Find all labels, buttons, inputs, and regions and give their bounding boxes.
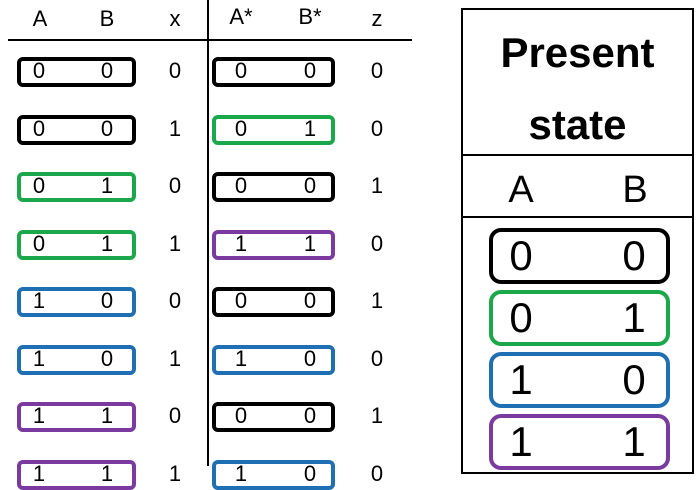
cell-a: 1 (32, 403, 46, 428)
cell-a-next: 1 (234, 461, 248, 486)
next-state-pill (212, 402, 335, 432)
next-state-pill (212, 57, 335, 87)
present-state-row-pill (489, 352, 670, 408)
cell-x: 1 (168, 346, 182, 371)
cell-b: 0 (100, 346, 114, 371)
cell-a: 0 (32, 116, 46, 141)
present-state-pill (17, 402, 136, 432)
cell-a-next: 1 (234, 346, 248, 371)
header-b: B (99, 6, 115, 31)
cell-a: 0 (32, 173, 46, 198)
next-state-pill (212, 287, 335, 317)
cell-b: 0 (100, 116, 114, 141)
cell-b-next: 1 (303, 116, 317, 141)
present-state-pill (17, 230, 136, 260)
present-state-row-pill (489, 414, 670, 470)
cell-b: 0 (100, 288, 114, 313)
present-state-a: 0 (509, 232, 533, 279)
present-state-pill (17, 345, 136, 375)
cell-x: 0 (168, 288, 182, 313)
cell-x: 0 (168, 403, 182, 428)
cell-b: 1 (100, 461, 114, 486)
cell-a-next: 0 (234, 58, 248, 83)
header-rule (8, 39, 412, 41)
present-state-pill (17, 115, 136, 145)
cell-b-next: 1 (303, 231, 317, 256)
present-state-a: 0 (509, 294, 533, 341)
cell-b-next: 0 (303, 288, 317, 313)
cell-b: 1 (100, 403, 114, 428)
title-line-2: state (528, 101, 627, 148)
cell-z: 0 (370, 346, 384, 371)
present-state-pill (17, 287, 136, 317)
column-divider (207, 0, 209, 466)
cell-z: 1 (370, 173, 384, 198)
present-state-table: Present state A B 0 0 0 1 1 0 1 1 (461, 8, 694, 474)
header-z: z (371, 6, 383, 31)
cell-b: 0 (100, 58, 114, 83)
present-state-a: 1 (509, 356, 533, 403)
cell-z: 0 (370, 461, 384, 486)
present-state-pill (17, 57, 136, 87)
cell-z: 0 (370, 231, 384, 256)
cell-x: 1 (168, 231, 182, 256)
present-state-a: 1 (509, 418, 533, 465)
present-state-b: 1 (622, 294, 646, 341)
cell-a-next: 1 (234, 231, 248, 256)
cell-x: 1 (168, 461, 182, 486)
cell-a-next: 0 (234, 288, 248, 313)
present-state-b: 0 (622, 232, 646, 279)
cell-a-next: 0 (234, 116, 248, 141)
cell-x: 0 (168, 173, 182, 198)
present-state-b: 1 (622, 418, 646, 465)
next-state-pill (212, 115, 335, 145)
present-state-pill (17, 172, 136, 202)
next-state-pill (212, 345, 335, 375)
next-state-pill (212, 230, 335, 260)
header-a: A (32, 6, 48, 31)
cell-z: 0 (370, 58, 384, 83)
present-state-b: 0 (622, 356, 646, 403)
cell-z: 1 (370, 403, 384, 428)
cell-b-next: 0 (303, 346, 317, 371)
cell-x: 0 (168, 58, 182, 83)
cell-a: 0 (32, 231, 46, 256)
header-b-next: B* (298, 4, 322, 29)
cell-b-next: 0 (303, 461, 317, 486)
cell-a: 0 (32, 58, 46, 83)
header-a-next: A* (229, 4, 253, 29)
header-rule-right (463, 216, 692, 218)
cell-x: 1 (168, 116, 182, 141)
cell-b-next: 0 (303, 173, 317, 198)
cell-a: 1 (32, 288, 46, 313)
next-state-pill (212, 172, 335, 202)
present-state-row-pill (489, 290, 670, 346)
title-line-1: Present (500, 29, 655, 76)
cell-b-next: 0 (303, 403, 317, 428)
cell-b: 1 (100, 231, 114, 256)
cell-a: 1 (32, 461, 46, 486)
cell-a-next: 0 (234, 173, 248, 198)
cell-a: 1 (32, 346, 46, 371)
present-header-a: A (508, 169, 534, 211)
header-x: x (169, 6, 181, 31)
cell-z: 1 (370, 288, 384, 313)
present-state-row-pill (489, 228, 670, 284)
title-rule (463, 154, 692, 156)
cell-b-next: 0 (303, 58, 317, 83)
cell-b: 1 (100, 173, 114, 198)
cell-z: 0 (370, 116, 384, 141)
present-header-b: B (622, 169, 648, 211)
cell-a-next: 0 (234, 403, 248, 428)
